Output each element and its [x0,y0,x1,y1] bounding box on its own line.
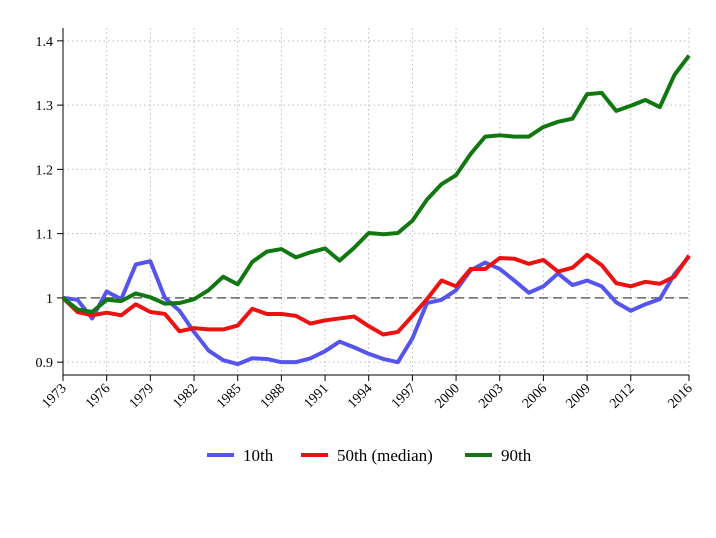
series-line-2 [61,54,691,315]
y-tick-label: 1.1 [36,228,54,243]
legend: 10th 50th (median) 90th [207,446,532,465]
series-line-1 [61,252,691,337]
y-tick-label: 0.9 [36,356,54,371]
y-tick-label: 1 [46,292,53,307]
series-line-0 [62,255,691,367]
legend-label-0: 10th [243,446,274,465]
legend-label-2: 90th [501,446,532,465]
series-group [61,54,691,367]
y-tick-label: 1.2 [36,163,54,178]
legend-label-1: 50th (median) [337,446,433,465]
y-tick-label: 1.4 [36,35,54,50]
y-tick-label: 1.3 [36,99,54,114]
